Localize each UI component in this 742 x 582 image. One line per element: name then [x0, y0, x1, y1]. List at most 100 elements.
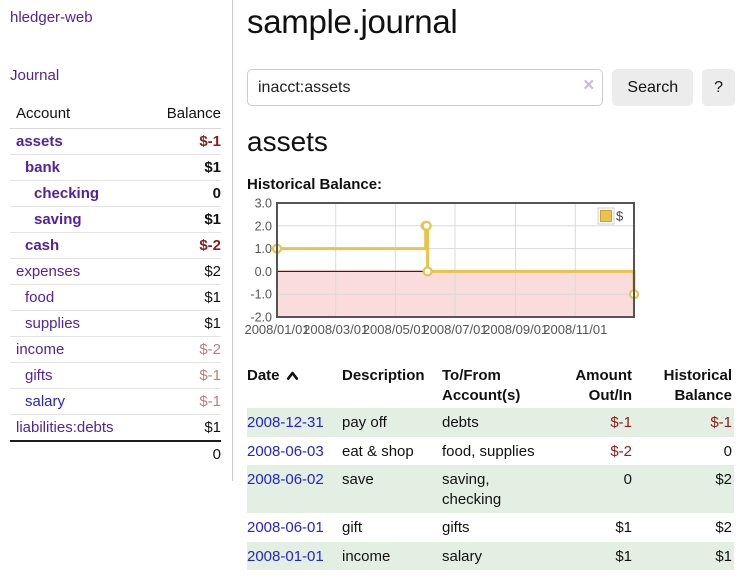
transaction-date-link[interactable]: 2008-06-03 — [247, 442, 324, 460]
account-link-checking[interactable]: checking — [34, 185, 100, 202]
account-balance: $-1 — [143, 388, 221, 415]
accounts-cell: gifts — [442, 519, 470, 536]
sort-ascending-icon — [286, 371, 298, 380]
app-title: hledger-web — [10, 9, 93, 26]
search-input[interactable] — [247, 69, 604, 106]
x-tick-label: 2008/01/01 — [244, 322, 309, 337]
x-tick-label: 2008/09/01 — [483, 322, 548, 337]
accounts-total-row: 0 — [10, 440, 221, 467]
account-link-liabilities-debts[interactable]: liabilities:debts — [16, 419, 114, 436]
balance-cell: $2 — [715, 471, 732, 488]
transaction-row: 2008-12-31 pay off debts $-1 $-1 — [247, 408, 734, 437]
chart-border — [276, 202, 635, 318]
register-table: Date Description To/From Account(s) Amou… — [247, 363, 734, 570]
account-name-cell: assets — [10, 128, 144, 155]
register-header-balance: Historical Balance — [663, 367, 732, 404]
accounts-table: Account Balance assets $-1 bank $1 checking 0… — [10, 102, 221, 467]
transaction-date-link[interactable]: 2008-01-01 — [247, 547, 324, 565]
register-header-row: Date Description To/From Account(s) Amou… — [247, 363, 734, 408]
page-title: sample.journal — [247, 3, 458, 40]
amount-cell: $-2 — [610, 442, 632, 460]
accounts-table-body: assets $-1 bank $1 checking 0 saving $1 cash $-2 e… — [10, 128, 221, 442]
description-cell: pay off — [342, 414, 387, 431]
transaction-date-link[interactable]: 2008-06-01 — [247, 519, 324, 536]
transaction-date-link[interactable]: 2008-12-31 — [247, 414, 324, 431]
x-tick-label: 2008/07/01 — [422, 322, 487, 337]
y-tick-label: -2.0 — [250, 311, 272, 325]
register-header-date-label: Date — [247, 367, 280, 384]
accounts-header-account: Account — [10, 102, 144, 129]
account-name-cell: cash — [10, 232, 144, 259]
account-link-salary[interactable]: salary — [25, 393, 66, 410]
y-tick-label: -1.0 — [250, 288, 272, 302]
date-cell: 2008-12-31 — [247, 408, 342, 437]
account-link-gifts[interactable]: gifts — [25, 367, 53, 384]
balance-cell: $2 — [715, 519, 732, 536]
account-row: salary $-1 — [10, 388, 221, 415]
transaction-row: 2008-06-02 save saving, checking 0 $2 — [247, 465, 734, 513]
main-content: sample.journal × Search ? assets Histori… — [233, 0, 742, 570]
y-tick-label: 3.0 — [255, 197, 272, 211]
account-link-supplies[interactable]: supplies — [25, 315, 81, 332]
account-balance: $1 — [143, 284, 221, 311]
account-row: bank $1 — [10, 154, 221, 181]
account-link-food[interactable]: food — [25, 289, 55, 306]
transaction-date-link[interactable]: 2008-06-02 — [247, 471, 324, 488]
search-bar: × Search ? — [247, 69, 735, 106]
date-cell: 2008-06-03 — [247, 437, 342, 466]
account-name-cell: supplies — [10, 310, 144, 337]
help-button[interactable]: ? — [702, 69, 735, 106]
account-link-cash[interactable]: cash — [25, 237, 60, 254]
description-cell: income — [342, 547, 391, 565]
account-row: assets $-1 — [10, 128, 221, 155]
account-name-cell: salary — [10, 388, 144, 415]
description-cell: eat & shop — [342, 442, 414, 460]
account-row: saving $1 — [10, 206, 221, 233]
account-link-expenses[interactable]: expenses — [16, 263, 81, 280]
date-cell: 2008-06-01 — [247, 513, 342, 542]
clear-search-icon[interactable]: × — [583, 75, 595, 96]
account-balance: $1 — [143, 414, 221, 442]
account-name-cell: saving — [10, 206, 144, 233]
account-name-cell: food — [10, 284, 144, 311]
accounts-header-row: Account Balance — [10, 102, 221, 129]
amount-cell: 0 — [623, 471, 632, 488]
accounts-cell: debts — [442, 414, 479, 431]
account-link-income[interactable]: income — [16, 341, 65, 358]
account-link-saving[interactable]: saving — [34, 211, 82, 228]
x-tick-label: 2008/05/01 — [363, 322, 428, 337]
account-name-cell: bank — [10, 154, 144, 181]
account-row: gifts $-1 — [10, 362, 221, 389]
y-tick-label: 0.0 — [255, 265, 272, 279]
account-balance: $2 — [143, 258, 221, 285]
balance-cell: 0 — [723, 442, 732, 460]
spacer — [10, 440, 144, 467]
register-header-date[interactable]: Date — [247, 363, 342, 408]
account-balance: $1 — [143, 154, 221, 181]
search-button[interactable]: Search — [612, 69, 694, 106]
account-row: expenses $2 — [10, 258, 221, 285]
account-row: income $-2 — [10, 336, 221, 363]
x-tick-label: 2008/03/01 — [303, 322, 368, 337]
journal-nav-link[interactable]: Journal — [10, 67, 60, 84]
chart-title: Historical Balance: — [247, 176, 383, 193]
account-row: food $1 — [10, 284, 221, 311]
accounts-cell: food, supplies — [442, 442, 535, 460]
account-row: liabilities:debts $1 — [10, 414, 221, 442]
transaction-row: 2008-06-01 gift gifts $1 $2 — [247, 513, 734, 542]
account-name-cell: checking — [10, 180, 144, 207]
accounts-cell: salary — [442, 547, 483, 565]
account-link-assets[interactable]: assets — [16, 133, 63, 150]
account-balance: $-1 — [143, 362, 221, 389]
account-balance: $-2 — [143, 232, 221, 259]
account-balance: $1 — [143, 310, 221, 337]
transaction-row: 2008-01-01 income salary $1 $1 — [247, 541, 734, 570]
account-name-cell: gifts — [10, 362, 144, 389]
register-header-amount: Amount Out/In — [575, 367, 632, 404]
register-header-accounts: To/From Account(s) — [442, 367, 521, 404]
description-cell: gift — [342, 519, 363, 536]
account-link-bank[interactable]: bank — [25, 159, 61, 176]
account-name-cell: liabilities:debts — [10, 414, 144, 442]
account-row: cash $-2 — [10, 232, 221, 259]
accounts-cell: saving, checking — [442, 471, 502, 508]
